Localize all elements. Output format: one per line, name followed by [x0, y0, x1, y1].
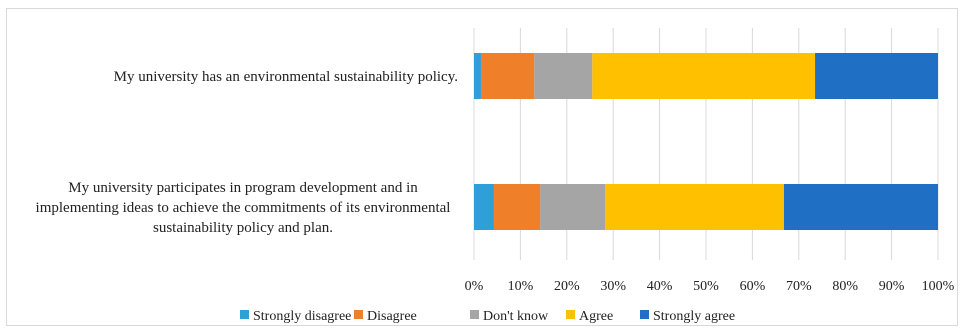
x-tick-label: 20% [554, 279, 580, 294]
bar-segment-don-t-know [540, 184, 606, 230]
legend-swatch [240, 310, 249, 319]
bar-segment-strongly-disagree [474, 53, 481, 99]
category-label: My university participates in program de… [68, 180, 418, 196]
legend-label: Strongly agree [653, 309, 735, 324]
x-tick-label: 100% [922, 279, 955, 294]
x-tick-label: 80% [832, 279, 858, 294]
bar-segment-strongly-disagree [474, 184, 494, 230]
legend-swatch [566, 310, 575, 319]
x-tick-label: 90% [879, 279, 905, 294]
legend-label: Don't know [483, 309, 549, 324]
category-label: implementing ideas to achieve the commit… [36, 200, 451, 216]
bar-segment-agree [592, 53, 816, 99]
x-tick-label: 70% [786, 279, 812, 294]
x-tick-label: 50% [693, 279, 719, 294]
category-label: My university has an environmental susta… [114, 69, 458, 85]
legend-swatch [640, 310, 649, 319]
legend-label: Disagree [367, 309, 417, 324]
legend-label: Agree [579, 309, 613, 324]
category-label: sustainability policy and plan. [153, 220, 333, 236]
bar-segment-disagree [493, 184, 541, 230]
x-tick-label: 40% [647, 279, 673, 294]
x-tick-label: 60% [740, 279, 766, 294]
bar-segment-agree [605, 184, 784, 230]
legend-swatch [470, 310, 479, 319]
bar-segment-disagree [480, 53, 535, 99]
x-tick-label: 30% [600, 279, 626, 294]
bar-segment-strongly-agree [815, 53, 938, 99]
bar-segment-don-t-know [534, 53, 593, 99]
legend-label: Strongly disagree [253, 309, 351, 324]
x-tick-label: 0% [465, 279, 484, 294]
bar-segment-strongly-agree [783, 184, 938, 230]
x-tick-label: 10% [508, 279, 534, 294]
legend-swatch [354, 310, 363, 319]
